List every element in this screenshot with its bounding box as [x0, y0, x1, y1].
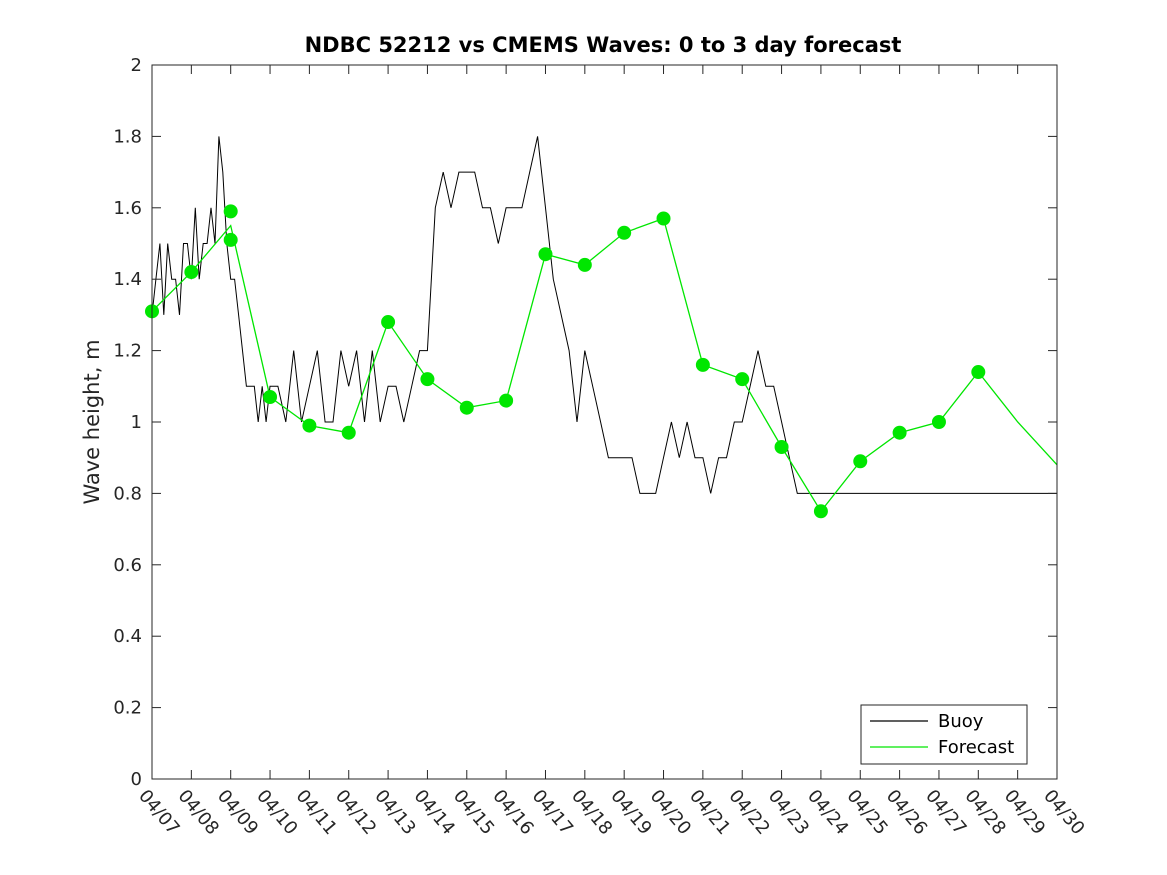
y-tick-label: 1.6 [113, 198, 142, 219]
forecast-point [813, 504, 828, 519]
legend-label: Buoy [938, 711, 984, 732]
x-tick-label: 04/23 [764, 786, 813, 839]
forecast-point [695, 357, 710, 372]
x-tick-label: 04/24 [803, 786, 852, 839]
forecast-point [617, 225, 632, 240]
x-tick-label: 04/10 [252, 786, 301, 839]
x-tick-label: 04/17 [528, 786, 577, 839]
x-tick-label: 04/21 [685, 786, 734, 839]
y-axis-label: Wave height, m [80, 339, 104, 504]
x-tick-label: 04/29 [1000, 786, 1049, 839]
series-layer [145, 136, 1058, 519]
x-tick-label: 04/28 [960, 786, 1009, 839]
forecast-point [381, 315, 396, 330]
y-tick-label: 1.8 [113, 126, 142, 147]
forecast-point [931, 415, 946, 429]
y-tick-label: 0.8 [113, 483, 142, 504]
forecast-point [263, 390, 278, 405]
plot-area [152, 65, 1057, 779]
forecast-point [853, 454, 868, 469]
y-tick-label: 2 [131, 55, 142, 76]
forecast-point [499, 393, 514, 408]
legend: Buoy Forecast [860, 704, 1028, 765]
forecast-point [735, 372, 750, 387]
forecast-point [774, 439, 789, 454]
x-tick-label: 04/27 [921, 786, 970, 839]
x-tick-label: 04/22 [724, 786, 773, 839]
forecast-point [223, 204, 238, 219]
series-line-buoy [151, 136, 1057, 494]
x-tick-label: 04/19 [606, 786, 655, 839]
x-tick-label: 04/11 [292, 786, 341, 839]
x-tick-label: 04/26 [882, 786, 931, 839]
x-tick-label: 04/09 [213, 786, 262, 839]
forecast-point [459, 400, 474, 415]
y-tick-label: 1 [131, 412, 142, 433]
forecast-point [420, 372, 435, 387]
forecast-point [538, 247, 553, 262]
x-tick-label: 04/15 [449, 786, 498, 839]
legend-box [860, 704, 1028, 765]
forecast-point [223, 232, 238, 247]
forecast-point [577, 257, 592, 272]
x-tick-label: 04/18 [567, 786, 616, 839]
plot-background [152, 65, 1057, 779]
forecast-point [302, 418, 317, 433]
forecast-point [971, 365, 986, 380]
forecast-point [656, 211, 671, 226]
y-tick-label: 1.4 [113, 269, 142, 290]
x-tick-label: 04/20 [646, 786, 695, 839]
forecast-point [184, 265, 199, 280]
forecast-point [341, 425, 356, 440]
chart-title: NDBC 52212 vs CMEMS Waves: 0 to 3 day fo… [305, 33, 902, 57]
x-tick-label: 04/13 [370, 786, 419, 839]
x-tick-label: 04/07 [134, 786, 183, 839]
x-tick-label: 04/14 [410, 786, 459, 839]
legend-label: Forecast [938, 737, 1014, 758]
x-tick-label: 04/12 [331, 786, 380, 839]
x-tick-label: 04/08 [174, 786, 223, 839]
y-tick-label: 0.4 [113, 626, 142, 647]
y-tick-label: 1.2 [113, 341, 142, 362]
forecast-point [892, 425, 907, 440]
y-tick-label: 0.2 [113, 698, 142, 719]
y-tick-label: 0 [131, 769, 142, 790]
x-tick-label: 04/16 [488, 786, 537, 839]
x-tick-label: 04/30 [1039, 786, 1088, 839]
y-tick-label: 0.6 [113, 555, 142, 576]
x-tick-label: 04/25 [842, 786, 891, 839]
